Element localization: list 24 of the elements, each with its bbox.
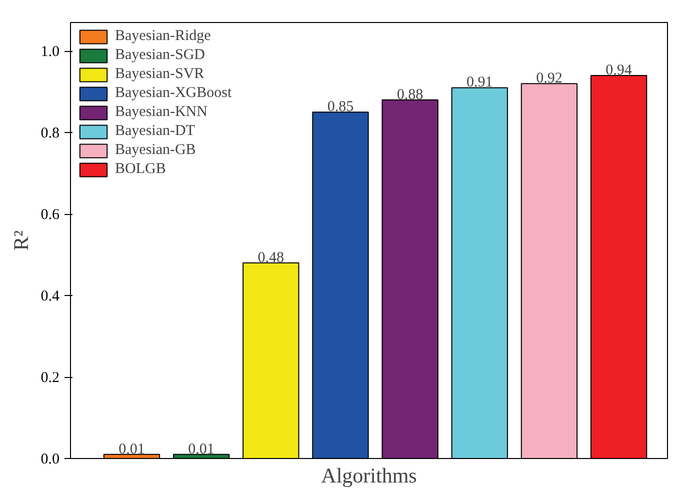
data-label: 0.01 bbox=[118, 441, 145, 458]
legend-label: BOLGB bbox=[115, 161, 166, 178]
y-tick-label: 0.8 bbox=[40, 126, 60, 142]
data-label: 0.91 bbox=[466, 74, 493, 91]
legend-label: Bayesian-SGD bbox=[115, 47, 205, 64]
y-tick-label: 1.0 bbox=[40, 44, 60, 60]
y-tick-label: 0.2 bbox=[40, 370, 60, 386]
data-label: 0.94 bbox=[606, 62, 632, 78]
legend-label: Bayesian-Ridge bbox=[115, 28, 211, 45]
data-label: 0.88 bbox=[396, 86, 424, 103]
data-label: 0.01 bbox=[188, 441, 214, 458]
legend-label: Bayesian-KNN bbox=[115, 104, 208, 121]
x-axis-title: Algorithms bbox=[321, 464, 417, 488]
data-label: 0.85 bbox=[327, 99, 354, 116]
legend-label: Bayesian-GB bbox=[115, 142, 196, 159]
legend-label: Bayesian-DT bbox=[115, 123, 195, 140]
y-axis-title: R² bbox=[8, 230, 33, 251]
data-label: 0.92 bbox=[536, 70, 562, 87]
y-tick-label: 0.4 bbox=[40, 288, 60, 305]
data-label: 0.48 bbox=[258, 250, 284, 266]
legend-label: Bayesian-SVR bbox=[115, 66, 204, 83]
legend-label: Bayesian-XGBoost bbox=[115, 85, 232, 102]
y-tick-label: 0.6 bbox=[40, 207, 60, 224]
y-tick-label: 0.0 bbox=[40, 452, 60, 468]
